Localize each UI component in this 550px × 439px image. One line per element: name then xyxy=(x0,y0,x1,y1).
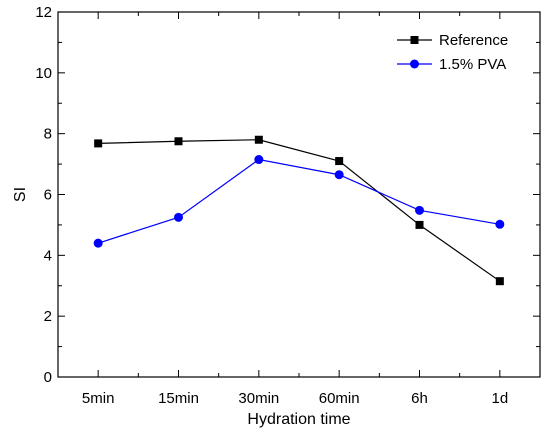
y-tick-label: 2 xyxy=(44,308,52,325)
x-tick-label: 30min xyxy=(238,390,279,407)
legend-label-reference: Reference xyxy=(439,32,508,49)
series-line-1-5-pva xyxy=(97,158,500,244)
data-point-reference xyxy=(495,277,504,286)
axes: 0 2 4 6 8 10 12 5min 15min 30min 60min 6h 1d xyxy=(35,4,541,407)
y-axis-title: SI xyxy=(12,187,29,202)
series-line-reference xyxy=(98,139,501,282)
x-tick-label: 1d xyxy=(491,390,508,407)
series-reference xyxy=(94,135,504,286)
x-tick-label: 60min xyxy=(319,390,360,407)
legend-marker-reference xyxy=(410,36,419,44)
data-point-reference xyxy=(335,157,344,166)
y-tick-label: 8 xyxy=(44,126,52,143)
data-point-1-5-pva xyxy=(174,212,183,222)
data-point-reference xyxy=(174,137,183,146)
x-tick-label: 5min xyxy=(82,390,115,407)
data-point-1-5-pva xyxy=(495,219,505,229)
series-1-5-pva xyxy=(93,155,505,248)
y-tick-label: 10 xyxy=(35,65,52,82)
data-point-reference xyxy=(254,135,263,144)
y-tick-label: 12 xyxy=(35,4,52,21)
x-tick-label: 6h xyxy=(411,390,428,407)
y-tick-label: 4 xyxy=(44,247,52,264)
y-tick-label: 0 xyxy=(44,369,52,386)
legend: Reference 1.5% PVA xyxy=(397,32,508,73)
series-group xyxy=(93,135,505,286)
y-tick-label: 6 xyxy=(44,187,52,204)
data-point-1-5-pva xyxy=(334,170,344,180)
data-point-1-5-pva xyxy=(93,238,103,248)
data-point-1-5-pva xyxy=(415,205,424,215)
x-tick-label: 15min xyxy=(158,390,199,407)
data-point-reference xyxy=(94,139,103,148)
legend-label-1-5-pva: 1.5% PVA xyxy=(439,56,506,73)
data-point-1-5-pva xyxy=(254,155,264,165)
data-point-reference xyxy=(415,220,424,229)
x-axis-title: Hydration time xyxy=(247,411,350,428)
legend-marker-1-5-pva xyxy=(410,59,419,69)
